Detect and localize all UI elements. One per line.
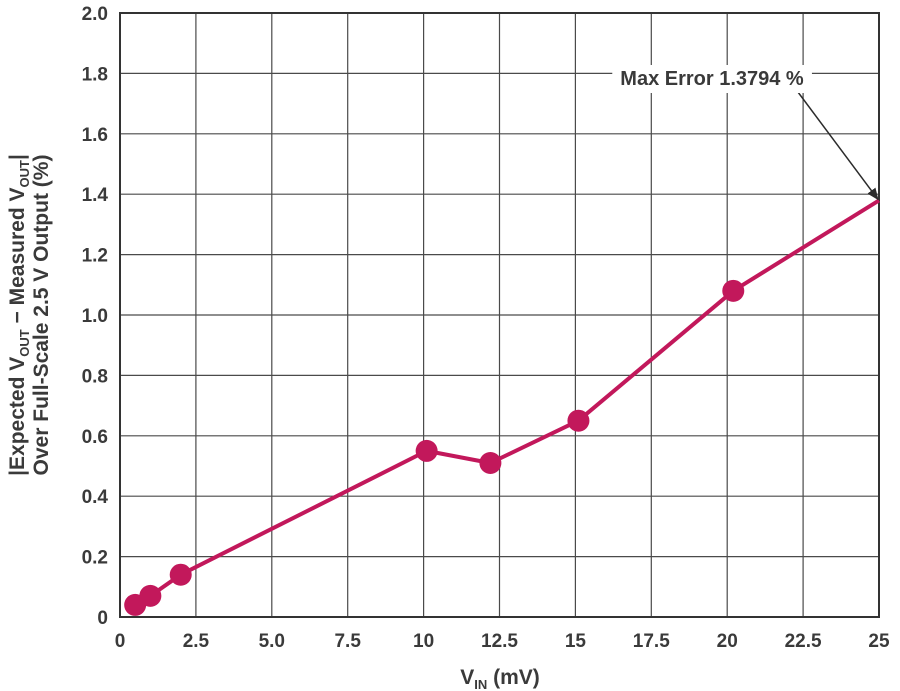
y-tick-label: 1.0 <box>82 306 108 327</box>
data-point <box>139 584 162 607</box>
data-point <box>169 563 192 586</box>
y-tick-label: 0.6 <box>82 427 108 448</box>
series-line <box>134 198 881 607</box>
x-tick-label: 10 <box>413 631 434 652</box>
x-tick-label: 12.5 <box>481 631 518 652</box>
data-point <box>567 409 590 432</box>
x-tick-label: 15 <box>565 631 587 652</box>
x-tick-label: 25 <box>868 631 890 652</box>
annotation: Max Error 1.3794 % <box>612 65 879 201</box>
plot-frame <box>119 12 880 618</box>
y-axis-title-line2: Over Full-Scale 2.5 V Output (%) <box>30 155 53 476</box>
y-tick-label: 1.6 <box>82 125 108 146</box>
y-tick-label: 0 <box>97 608 108 629</box>
x-tick-label: 5.0 <box>259 631 285 652</box>
series <box>124 198 881 616</box>
x-tick-label: 7.5 <box>334 631 361 652</box>
y-tick-label: 0.2 <box>82 548 108 569</box>
y-tick-label: 0.8 <box>82 366 108 387</box>
x-tick-label: 0 <box>115 631 126 652</box>
x-tick-label: 20 <box>717 631 738 652</box>
tick-labels: 0 2.5 5.0 7.5 10 12.5 15 17.5 20 22.5 25 0 0.2 0.4 0.6… <box>82 4 890 652</box>
y-tick-label: 2.0 <box>82 4 108 25</box>
x-tick-label: 17.5 <box>633 631 670 652</box>
y-tick-label: 1.4 <box>82 185 109 206</box>
annotation-background <box>612 65 812 93</box>
y-tick-label: 1.2 <box>82 246 108 267</box>
x-axis-title: VIN (mV) <box>460 666 540 691</box>
data-point <box>479 451 502 474</box>
y-axis-title-line1: |Expected VOUT − Measured VOUT| <box>6 154 32 476</box>
y-tick-label: 1.8 <box>82 64 108 85</box>
grid <box>119 12 880 618</box>
annotation-text: Max Error 1.3794 % <box>620 68 804 90</box>
x-tick-label: 22.5 <box>785 631 822 652</box>
x-tick-label: 2.5 <box>183 631 210 652</box>
data-point <box>722 279 745 302</box>
annotation-arrow <box>785 75 879 201</box>
data-point <box>415 439 438 462</box>
y-tick-label: 0.4 <box>82 487 109 508</box>
